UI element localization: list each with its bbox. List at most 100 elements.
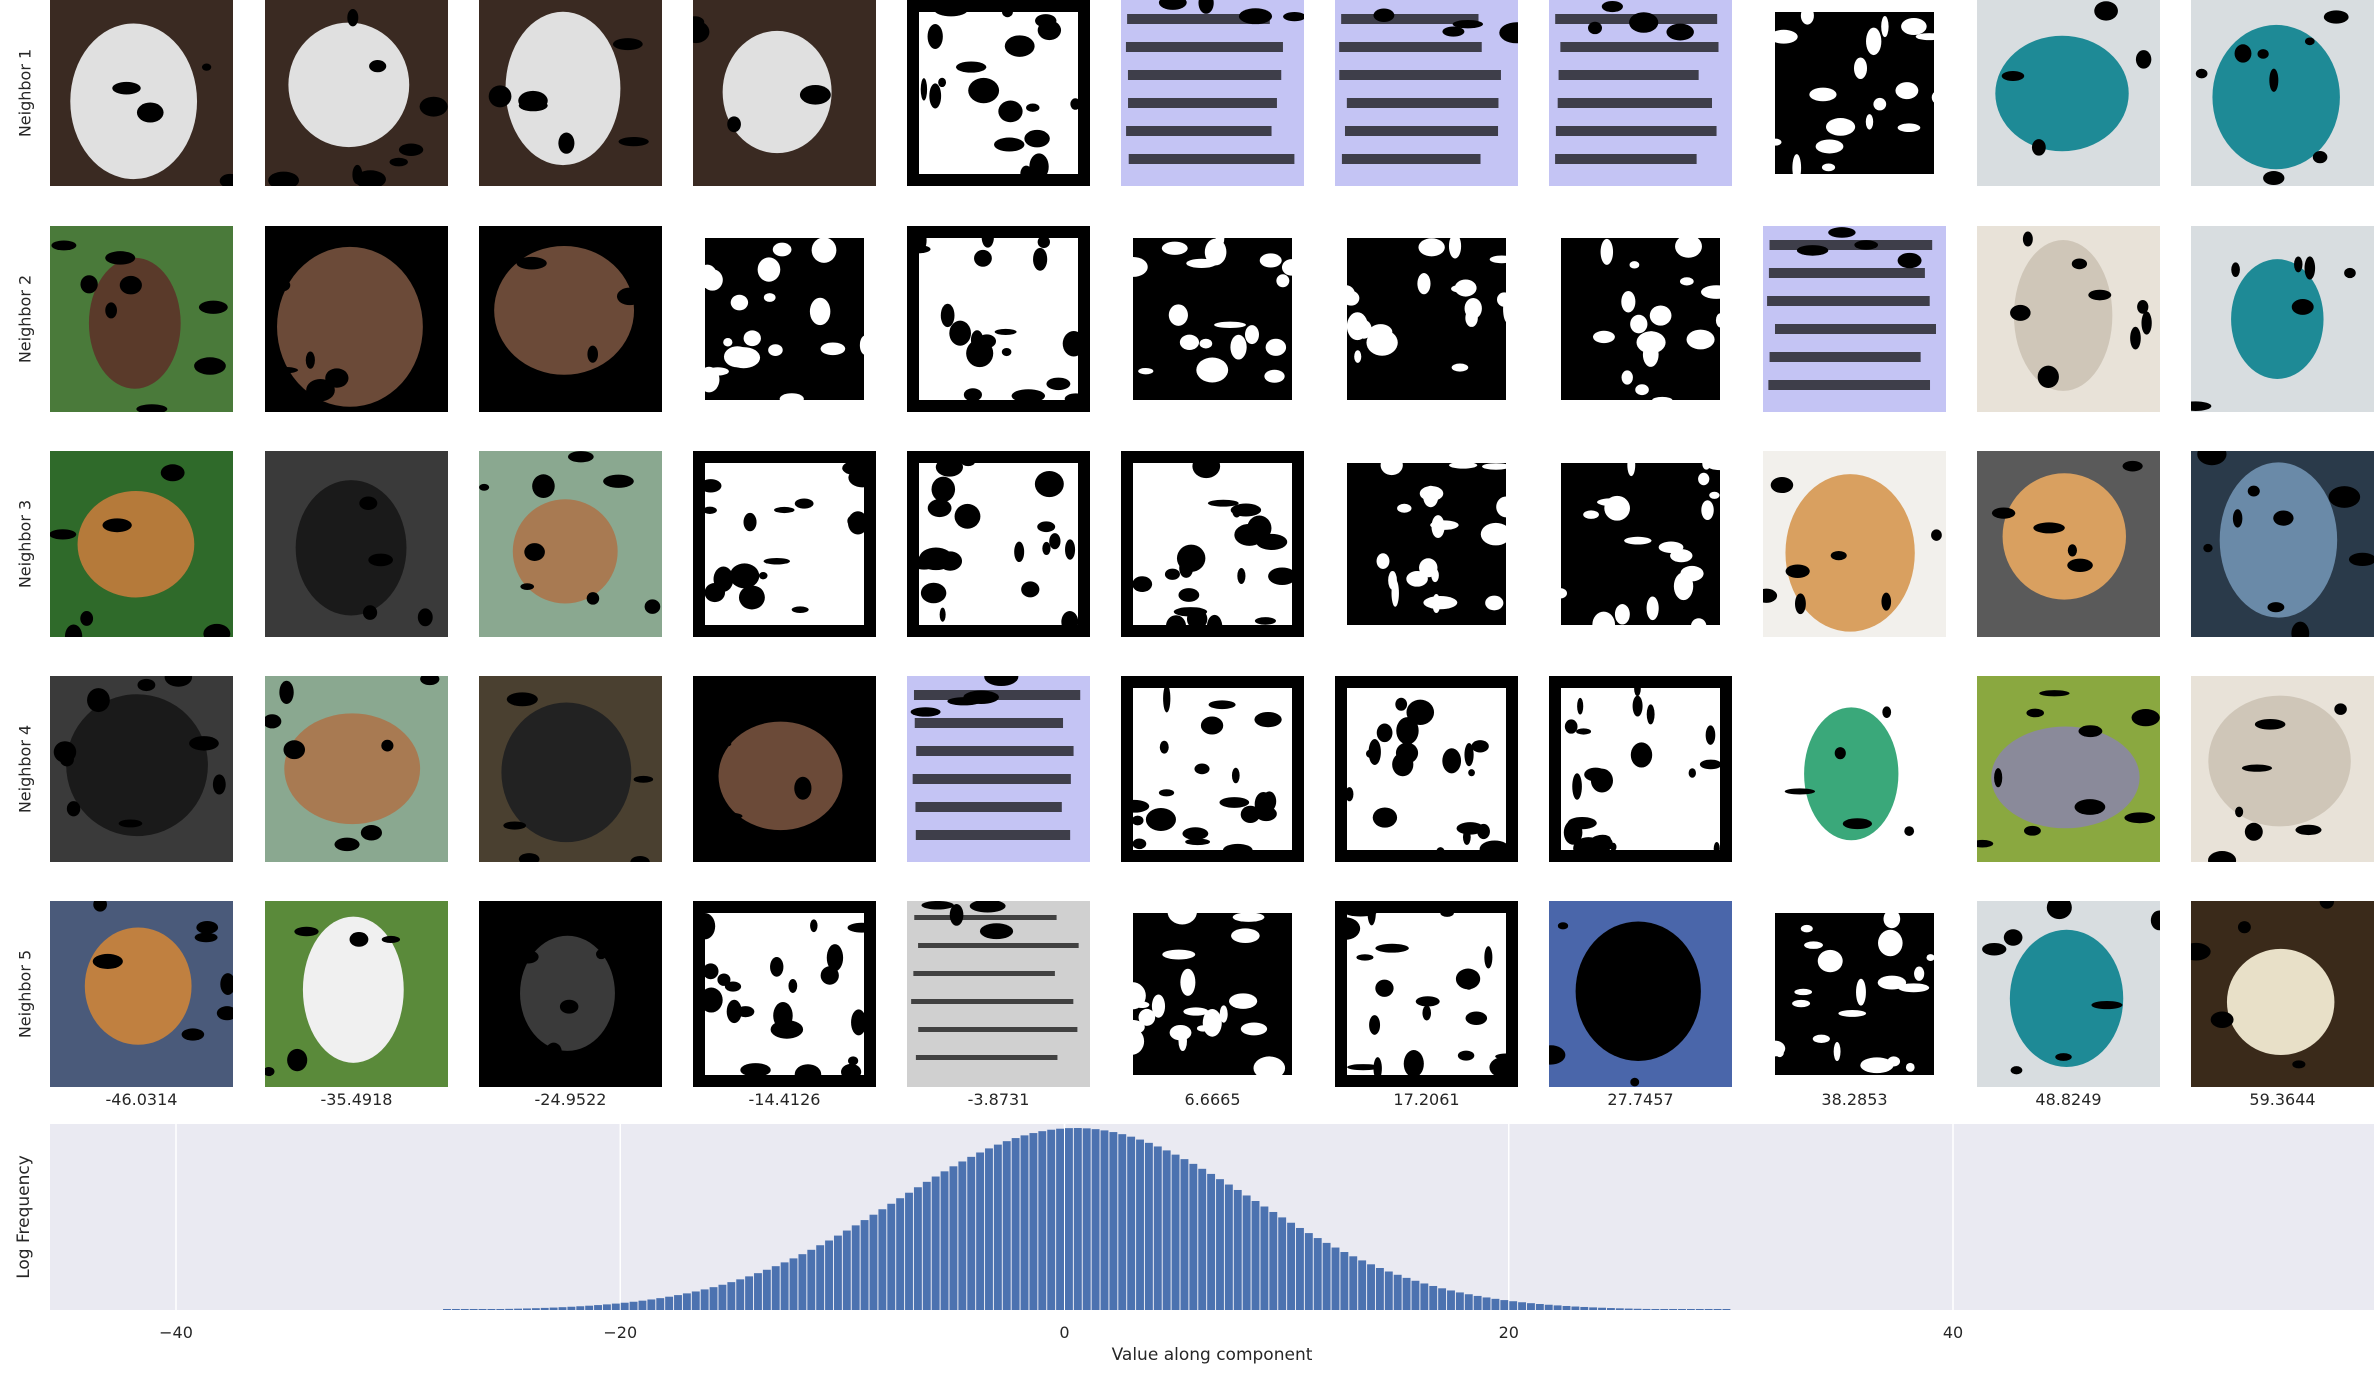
neighbor-thumbnail — [693, 0, 876, 186]
histogram-bar — [1482, 1297, 1491, 1310]
neighbor-thumbnail — [693, 901, 876, 1087]
histogram-bar — [878, 1209, 887, 1310]
histogram-bar — [727, 1282, 736, 1310]
histogram-bar — [1491, 1298, 1500, 1310]
neighbor-thumbnail — [1763, 901, 1946, 1087]
histogram-bar — [833, 1235, 842, 1310]
x-tick-label: −40 — [159, 1323, 193, 1342]
histogram-bar — [656, 1298, 665, 1310]
histogram-bar — [478, 1309, 487, 1310]
histogram-bar — [451, 1309, 460, 1310]
histogram-bar — [940, 1171, 949, 1310]
histogram-bar — [1438, 1288, 1447, 1310]
histogram-bar — [825, 1240, 833, 1310]
histogram-bar — [1136, 1139, 1144, 1310]
histogram-bar — [736, 1279, 745, 1310]
histogram-bar — [576, 1306, 585, 1310]
histogram-bar — [976, 1152, 985, 1310]
histogram-bar — [1686, 1309, 1695, 1310]
histogram-bar — [1553, 1305, 1562, 1310]
neighbor-thumbnail — [1763, 0, 1946, 186]
neighbor-thumbnail — [1121, 901, 1304, 1087]
histogram-bar — [1384, 1271, 1393, 1310]
histogram-bar — [1269, 1211, 1278, 1310]
histogram-bar — [549, 1307, 558, 1310]
histogram-bar — [718, 1284, 727, 1310]
histogram-bar — [691, 1291, 700, 1310]
column-value-label: 6.6665 — [1184, 1090, 1241, 1109]
neighbor-thumbnail — [50, 451, 233, 637]
histogram-bar — [1073, 1128, 1082, 1310]
histogram-bar — [1251, 1200, 1260, 1310]
histogram-bar — [1118, 1134, 1127, 1310]
histogram-bar — [1029, 1133, 1038, 1310]
column-value-label: 48.8249 — [2035, 1090, 2102, 1109]
neighbor-thumbnail — [907, 901, 1090, 1087]
histogram-bar — [1367, 1264, 1375, 1310]
neighbor-thumbnail — [265, 0, 448, 186]
neighbor-thumbnail — [1549, 226, 1732, 412]
neighbor-thumbnail — [1335, 901, 1518, 1087]
histogram-bar — [1447, 1290, 1455, 1310]
histogram-bar — [1038, 1131, 1047, 1310]
histogram-bar — [1509, 1301, 1518, 1310]
histogram-bar — [1207, 1173, 1216, 1310]
x-tick-label: 20 — [1499, 1323, 1519, 1342]
histogram-bar — [896, 1198, 905, 1310]
column-value-label: 59.3644 — [2249, 1090, 2316, 1109]
histogram-bar — [789, 1258, 798, 1310]
neighbor-thumbnail — [479, 676, 662, 862]
neighbor-thumbnail — [2191, 0, 2374, 186]
histogram-bar — [798, 1254, 807, 1310]
histogram-bar — [682, 1293, 691, 1310]
neighbor-thumbnail — [907, 676, 1090, 862]
histogram-bar — [1002, 1141, 1011, 1310]
neighbor-thumbnail — [479, 226, 662, 412]
histogram-bar — [1162, 1150, 1171, 1310]
histogram-bar — [860, 1220, 869, 1310]
histogram-bar — [1464, 1294, 1473, 1310]
histogram-bar — [1660, 1309, 1669, 1310]
column-value-label: -46.0314 — [105, 1090, 178, 1109]
neighbor-thumbnail — [907, 451, 1090, 637]
histogram-bar — [638, 1300, 647, 1310]
neighbor-thumbnail — [1977, 676, 2160, 862]
histogram-bar — [1065, 1128, 1073, 1310]
histogram-bar — [1580, 1306, 1589, 1310]
histogram-bar — [754, 1273, 762, 1310]
histogram-bar — [771, 1266, 780, 1310]
neighbor-thumbnail — [265, 451, 448, 637]
histogram-bar — [1429, 1285, 1438, 1310]
neighbor-thumbnail — [1977, 451, 2160, 637]
histogram-bar — [1527, 1303, 1535, 1310]
neighbor-thumbnail — [1335, 451, 1518, 637]
histogram-bar — [1402, 1277, 1411, 1310]
x-tick-label: −20 — [603, 1323, 637, 1342]
x-tick-label: 40 — [1943, 1323, 1963, 1342]
neighbor-thumbnail — [1763, 451, 1946, 637]
histogram-bar — [1633, 1308, 1642, 1310]
histogram-bar — [931, 1176, 940, 1310]
histogram-bar — [913, 1187, 922, 1310]
histogram-bar — [523, 1308, 531, 1310]
neighbor-thumbnail — [479, 451, 662, 637]
neighbor-thumbnail — [50, 901, 233, 1087]
histogram-bar — [460, 1309, 469, 1310]
neighbor-thumbnail — [1335, 0, 1518, 186]
histogram-bar — [594, 1305, 602, 1310]
histogram-bar — [762, 1269, 771, 1310]
histogram-bar — [1722, 1309, 1731, 1310]
histogram-bar — [1189, 1163, 1198, 1310]
histogram-bar — [1056, 1128, 1064, 1310]
neighbor-thumbnail — [1335, 676, 1518, 862]
histogram-bar — [1375, 1267, 1384, 1310]
neighbor-thumbnail — [693, 451, 876, 637]
neighbor-thumbnail — [1549, 451, 1732, 637]
histogram-bar — [1020, 1135, 1029, 1310]
histogram-bar — [567, 1306, 576, 1310]
histogram-bar — [1411, 1280, 1420, 1310]
neighbor-thumbnail — [479, 901, 662, 1087]
histogram-bar — [1011, 1138, 1020, 1310]
histogram-bar — [1153, 1146, 1162, 1310]
histogram-bar — [1296, 1227, 1304, 1310]
